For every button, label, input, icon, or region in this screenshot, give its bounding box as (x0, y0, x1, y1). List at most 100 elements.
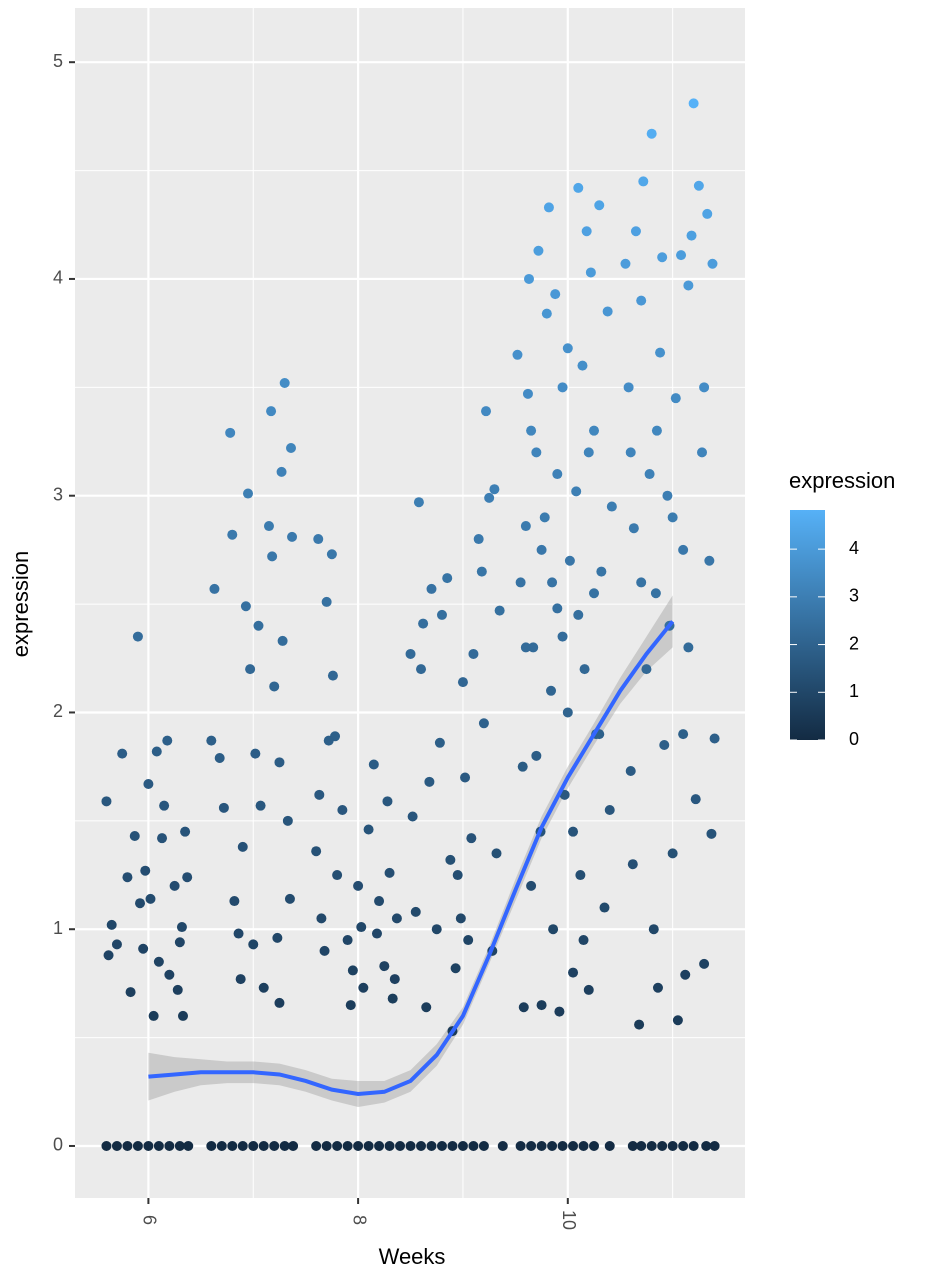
point (512, 349, 523, 360)
point (111, 1140, 122, 1151)
point (145, 893, 156, 904)
point (384, 867, 395, 878)
point (536, 1000, 547, 1011)
point (323, 735, 334, 746)
point (667, 848, 678, 859)
point (676, 250, 687, 261)
point (478, 1140, 489, 1151)
point (345, 1000, 356, 1011)
point (636, 1140, 647, 1151)
point (431, 924, 442, 935)
point (353, 1140, 364, 1151)
point (426, 583, 437, 594)
point (436, 1140, 447, 1151)
point (255, 800, 266, 811)
point (450, 963, 461, 974)
point (693, 180, 704, 191)
point (484, 492, 495, 503)
point (214, 752, 225, 763)
point (410, 906, 421, 917)
point (585, 267, 596, 278)
smooth-line (148, 620, 675, 1096)
point (267, 551, 278, 562)
point (132, 1140, 143, 1151)
point (520, 642, 531, 653)
point (491, 848, 502, 859)
point (662, 490, 673, 501)
point (426, 1140, 437, 1151)
point (468, 1140, 479, 1151)
point (548, 924, 559, 935)
point (353, 880, 364, 891)
point (245, 664, 256, 675)
point (599, 902, 610, 913)
point (279, 377, 290, 388)
point (526, 1140, 537, 1151)
point (699, 382, 710, 393)
point (101, 1140, 112, 1151)
point (103, 950, 114, 961)
point (227, 529, 238, 540)
point (101, 796, 112, 807)
point (520, 521, 531, 532)
point (678, 729, 689, 740)
point (153, 956, 164, 967)
point (494, 605, 505, 616)
point (628, 523, 639, 534)
point (497, 1140, 508, 1151)
point (321, 1140, 332, 1151)
point (667, 1140, 678, 1151)
point (169, 880, 180, 891)
y-tick-label: 2 (53, 701, 63, 721)
point (517, 761, 528, 772)
point (623, 382, 634, 393)
point (282, 815, 293, 826)
point (536, 544, 547, 555)
point (579, 664, 590, 675)
point (288, 1140, 299, 1151)
point (374, 896, 385, 907)
point (578, 1140, 589, 1151)
colorbar (790, 510, 825, 740)
point (172, 984, 183, 995)
y-tick-label: 5 (53, 51, 63, 71)
point (630, 226, 641, 237)
point (455, 913, 466, 924)
point (122, 1140, 133, 1151)
point (258, 1140, 269, 1151)
point (132, 631, 143, 642)
point (164, 1140, 175, 1151)
point (347, 965, 358, 976)
point (699, 958, 710, 969)
point (250, 748, 261, 759)
point (248, 1140, 259, 1151)
point (457, 1140, 468, 1151)
point (332, 1140, 343, 1151)
point (686, 230, 697, 241)
point (547, 577, 558, 588)
point (164, 969, 175, 980)
point (311, 846, 322, 857)
point (358, 982, 369, 993)
point (229, 896, 240, 907)
x-tick-label: 6 (140, 1215, 160, 1225)
point (524, 273, 535, 284)
point (578, 935, 589, 946)
point (342, 935, 353, 946)
point (648, 924, 659, 935)
point (552, 469, 563, 480)
point (209, 583, 220, 594)
point (583, 447, 594, 458)
point (697, 447, 708, 458)
x-tick-label: 10 (559, 1210, 579, 1230)
point (206, 1140, 217, 1151)
point (447, 1140, 458, 1151)
point (240, 601, 251, 612)
point (182, 872, 193, 883)
point (481, 406, 492, 417)
point (248, 939, 259, 950)
point (218, 802, 229, 813)
point (688, 98, 699, 109)
point (709, 1140, 720, 1151)
